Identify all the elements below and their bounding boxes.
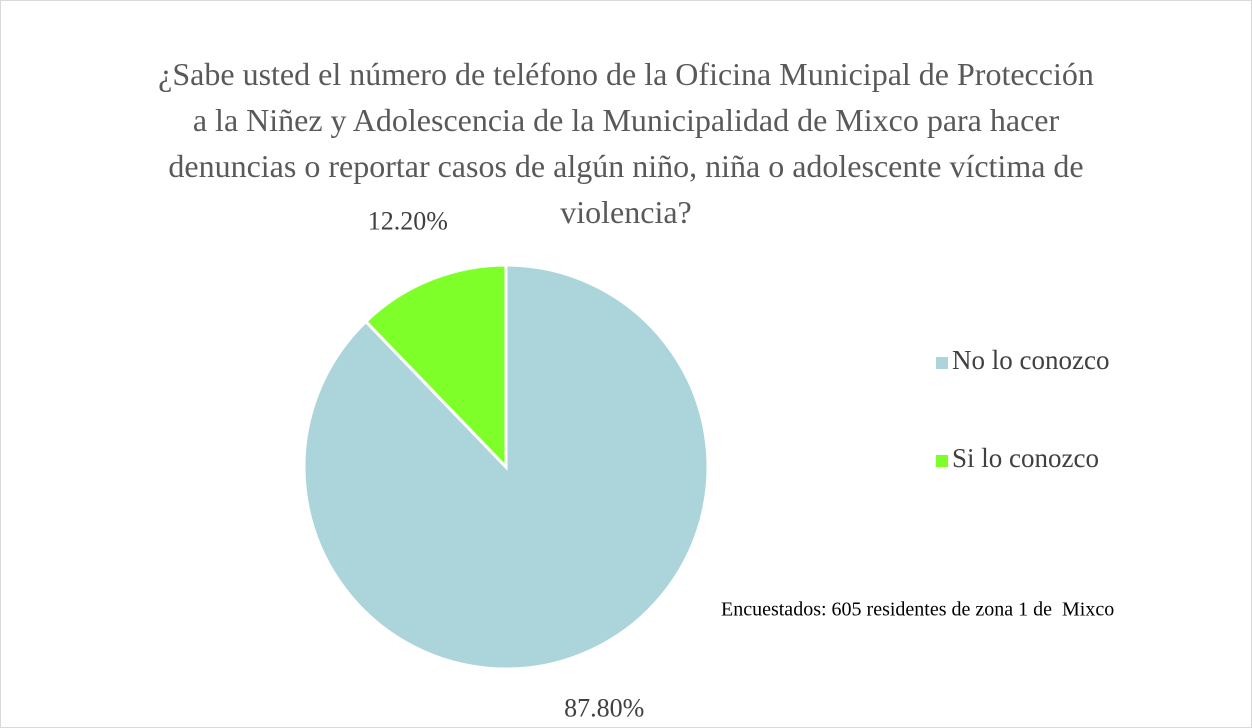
annotation: Encuestados: 605 residentes de zona 1 de… — [721, 599, 1114, 621]
legend-label: No lo conozco — [952, 345, 1109, 375]
chart-title: ¿Sabe usted el número de teléfono de la … — [158, 56, 1094, 230]
pie-slice — [363, 263, 508, 471]
legend-label: Si lo conozco — [952, 443, 1099, 473]
legend-swatch — [936, 455, 948, 467]
legend-swatch — [936, 357, 948, 369]
data-label: 87.80% — [564, 694, 644, 723]
data-label: 12.20% — [368, 206, 448, 235]
